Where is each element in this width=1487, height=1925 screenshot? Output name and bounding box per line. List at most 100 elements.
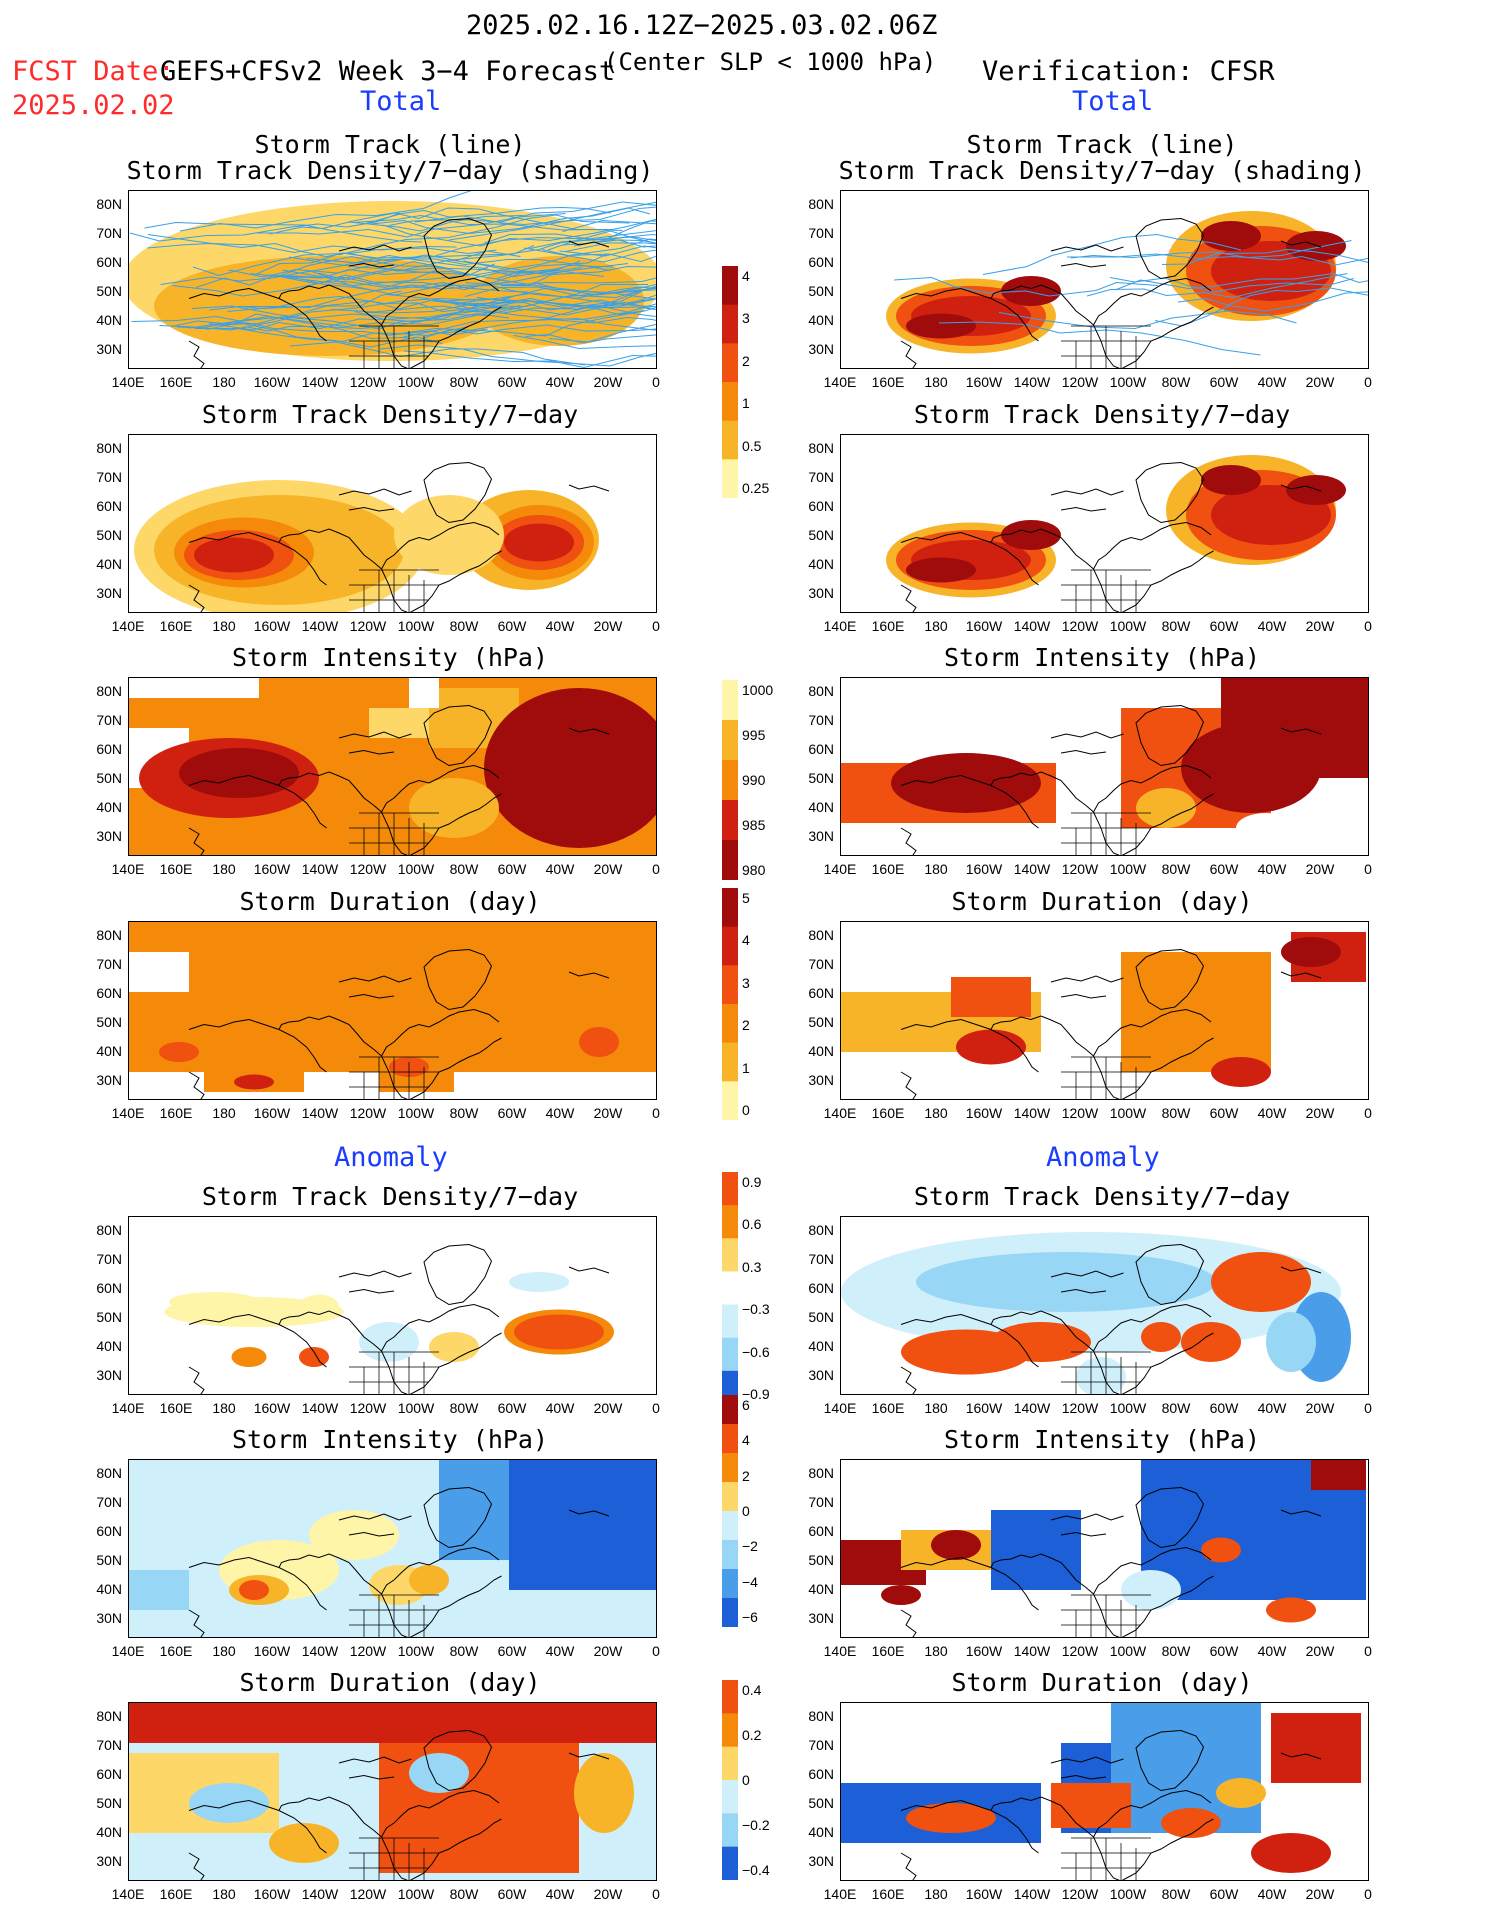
lon-label: 160E (871, 374, 905, 390)
lon-label: 100W (1109, 1886, 1147, 1902)
lon-label: 120W (349, 1643, 387, 1659)
lat-label: 40N (808, 799, 834, 815)
lat-label: 60N (96, 1280, 122, 1296)
lon-label: 40W (1257, 1643, 1287, 1659)
lon-label: 160E (159, 1643, 193, 1659)
lat-label: 80N (808, 1708, 834, 1724)
map-track-line-fcst (128, 190, 657, 369)
lat-label: 50N (808, 770, 834, 786)
lat-label: 30N (808, 828, 834, 844)
lon-label: 140E (111, 1643, 145, 1659)
lon-label: 100W (397, 1400, 435, 1416)
lat-label: 50N (96, 1795, 122, 1811)
lon-label: 40W (1257, 1400, 1287, 1416)
map-density-anom-verif (840, 1216, 1369, 1395)
lat-label: 70N (96, 1737, 122, 1753)
lon-label: 160W (965, 374, 1003, 390)
panel-title-intensity-fcst: Storm Intensity (hPa) (231, 643, 549, 672)
lon-label: 40W (1257, 861, 1287, 877)
lon-label: 80W (1161, 1105, 1191, 1121)
lat-label: 50N (808, 1552, 834, 1568)
colorbar-tick-label: 2 (742, 1017, 750, 1034)
panel-title-density-anom-verif: Storm Track Density/7−day (913, 1182, 1291, 1211)
lat-label: 80N (808, 683, 834, 699)
lat-label: 40N (808, 1338, 834, 1354)
lon-label: 180 (212, 618, 236, 634)
lat-label: 40N (96, 556, 122, 572)
lon-label: 160W (253, 861, 291, 877)
colorbar-tick-label: −0.4 (742, 1862, 770, 1878)
lon-label: 40W (1257, 1886, 1287, 1902)
lat-label: 40N (96, 799, 122, 815)
lon-label: 60W (497, 1886, 527, 1902)
lon-label: 120W (349, 861, 387, 877)
lat-label: 70N (96, 225, 122, 241)
lon-label: 160E (871, 1643, 905, 1659)
lat-label: 50N (808, 527, 834, 543)
lon-label: 140W (301, 1105, 339, 1121)
lat-label: 80N (96, 683, 122, 699)
lon-label: 60W (1209, 1400, 1239, 1416)
lon-label: 100W (397, 1886, 435, 1902)
lat-label: 30N (96, 585, 122, 601)
lat-label: 70N (808, 712, 834, 728)
lon-label: 120W (349, 374, 387, 390)
lon-label: 100W (1109, 1105, 1147, 1121)
colorbar-tick-label: 6 (742, 1397, 750, 1413)
colorbar-intensity-anom (722, 1395, 738, 1627)
colorbar-density-total (722, 266, 738, 498)
lon-label: 100W (1109, 1400, 1147, 1416)
colorbar-tick-label: 5 (742, 890, 750, 906)
lon-label: 160W (253, 1105, 291, 1121)
lon-label: 140W (301, 374, 339, 390)
colorbar-tick-label: 2 (742, 352, 750, 369)
lon-label: 80W (449, 374, 479, 390)
lon-label: 20W (1305, 1886, 1335, 1902)
colorbar-tick-label: 2 (742, 1467, 750, 1484)
colorbar-tick-label: 0.2 (742, 1727, 762, 1743)
lon-label: 40W (545, 374, 575, 390)
fcst-date: 2025.02.02 (12, 90, 175, 121)
panel-title-intensity-anom-fcst: Storm Intensity (hPa) (231, 1425, 549, 1454)
model-title: GEFS+CFSv2 Week 3−4 Forecast (160, 56, 616, 87)
panel-title-duration-verif: Storm Duration (day) (951, 887, 1253, 916)
lon-label: 140W (1013, 1886, 1051, 1902)
panel-title-intensity-verif: Storm Intensity (hPa) (943, 643, 1261, 672)
lon-label: 0 (1364, 618, 1372, 634)
lat-label: 50N (96, 1309, 122, 1325)
lon-label: 60W (1209, 1886, 1239, 1902)
lon-label: 0 (652, 861, 660, 877)
lon-label: 160E (159, 1886, 193, 1902)
lon-label: 40W (1257, 618, 1287, 634)
colorbar-tick-label: 0.6 (742, 1216, 762, 1233)
lon-label: 60W (1209, 618, 1239, 634)
lat-label: 50N (96, 770, 122, 786)
lat-label: 30N (96, 1072, 122, 1088)
lon-label: 40W (545, 1886, 575, 1902)
colorbar-tick-label: 4 (742, 268, 750, 284)
map-intensity-verif (840, 677, 1369, 856)
lon-label: 0 (652, 374, 660, 390)
map-duration-fcst (128, 921, 657, 1100)
lon-label: 180 (924, 618, 948, 634)
lon-label: 100W (397, 374, 435, 390)
lat-label: 70N (96, 956, 122, 972)
lat-label: 80N (96, 196, 122, 212)
lon-label: 180 (924, 1886, 948, 1902)
lon-label: 180 (924, 1400, 948, 1416)
lon-label: 180 (924, 1643, 948, 1659)
lat-label: 50N (808, 283, 834, 299)
lat-label: 60N (96, 741, 122, 757)
lon-label: 160E (159, 374, 193, 390)
lon-label: 140W (1013, 1643, 1051, 1659)
lon-label: 140W (1013, 374, 1051, 390)
lon-label: 0 (1364, 1400, 1372, 1416)
lon-label: 20W (1305, 374, 1335, 390)
fcst-date-label: FCST Date: (12, 56, 175, 87)
map-density-anom-fcst (128, 1216, 657, 1395)
lon-label: 140W (301, 618, 339, 634)
lat-label: 60N (808, 498, 834, 514)
panel-title-track-shading-verif: Storm Track Density/7−day (shading) (838, 156, 1366, 185)
lon-label: 20W (593, 1105, 623, 1121)
lon-label: 20W (593, 374, 623, 390)
